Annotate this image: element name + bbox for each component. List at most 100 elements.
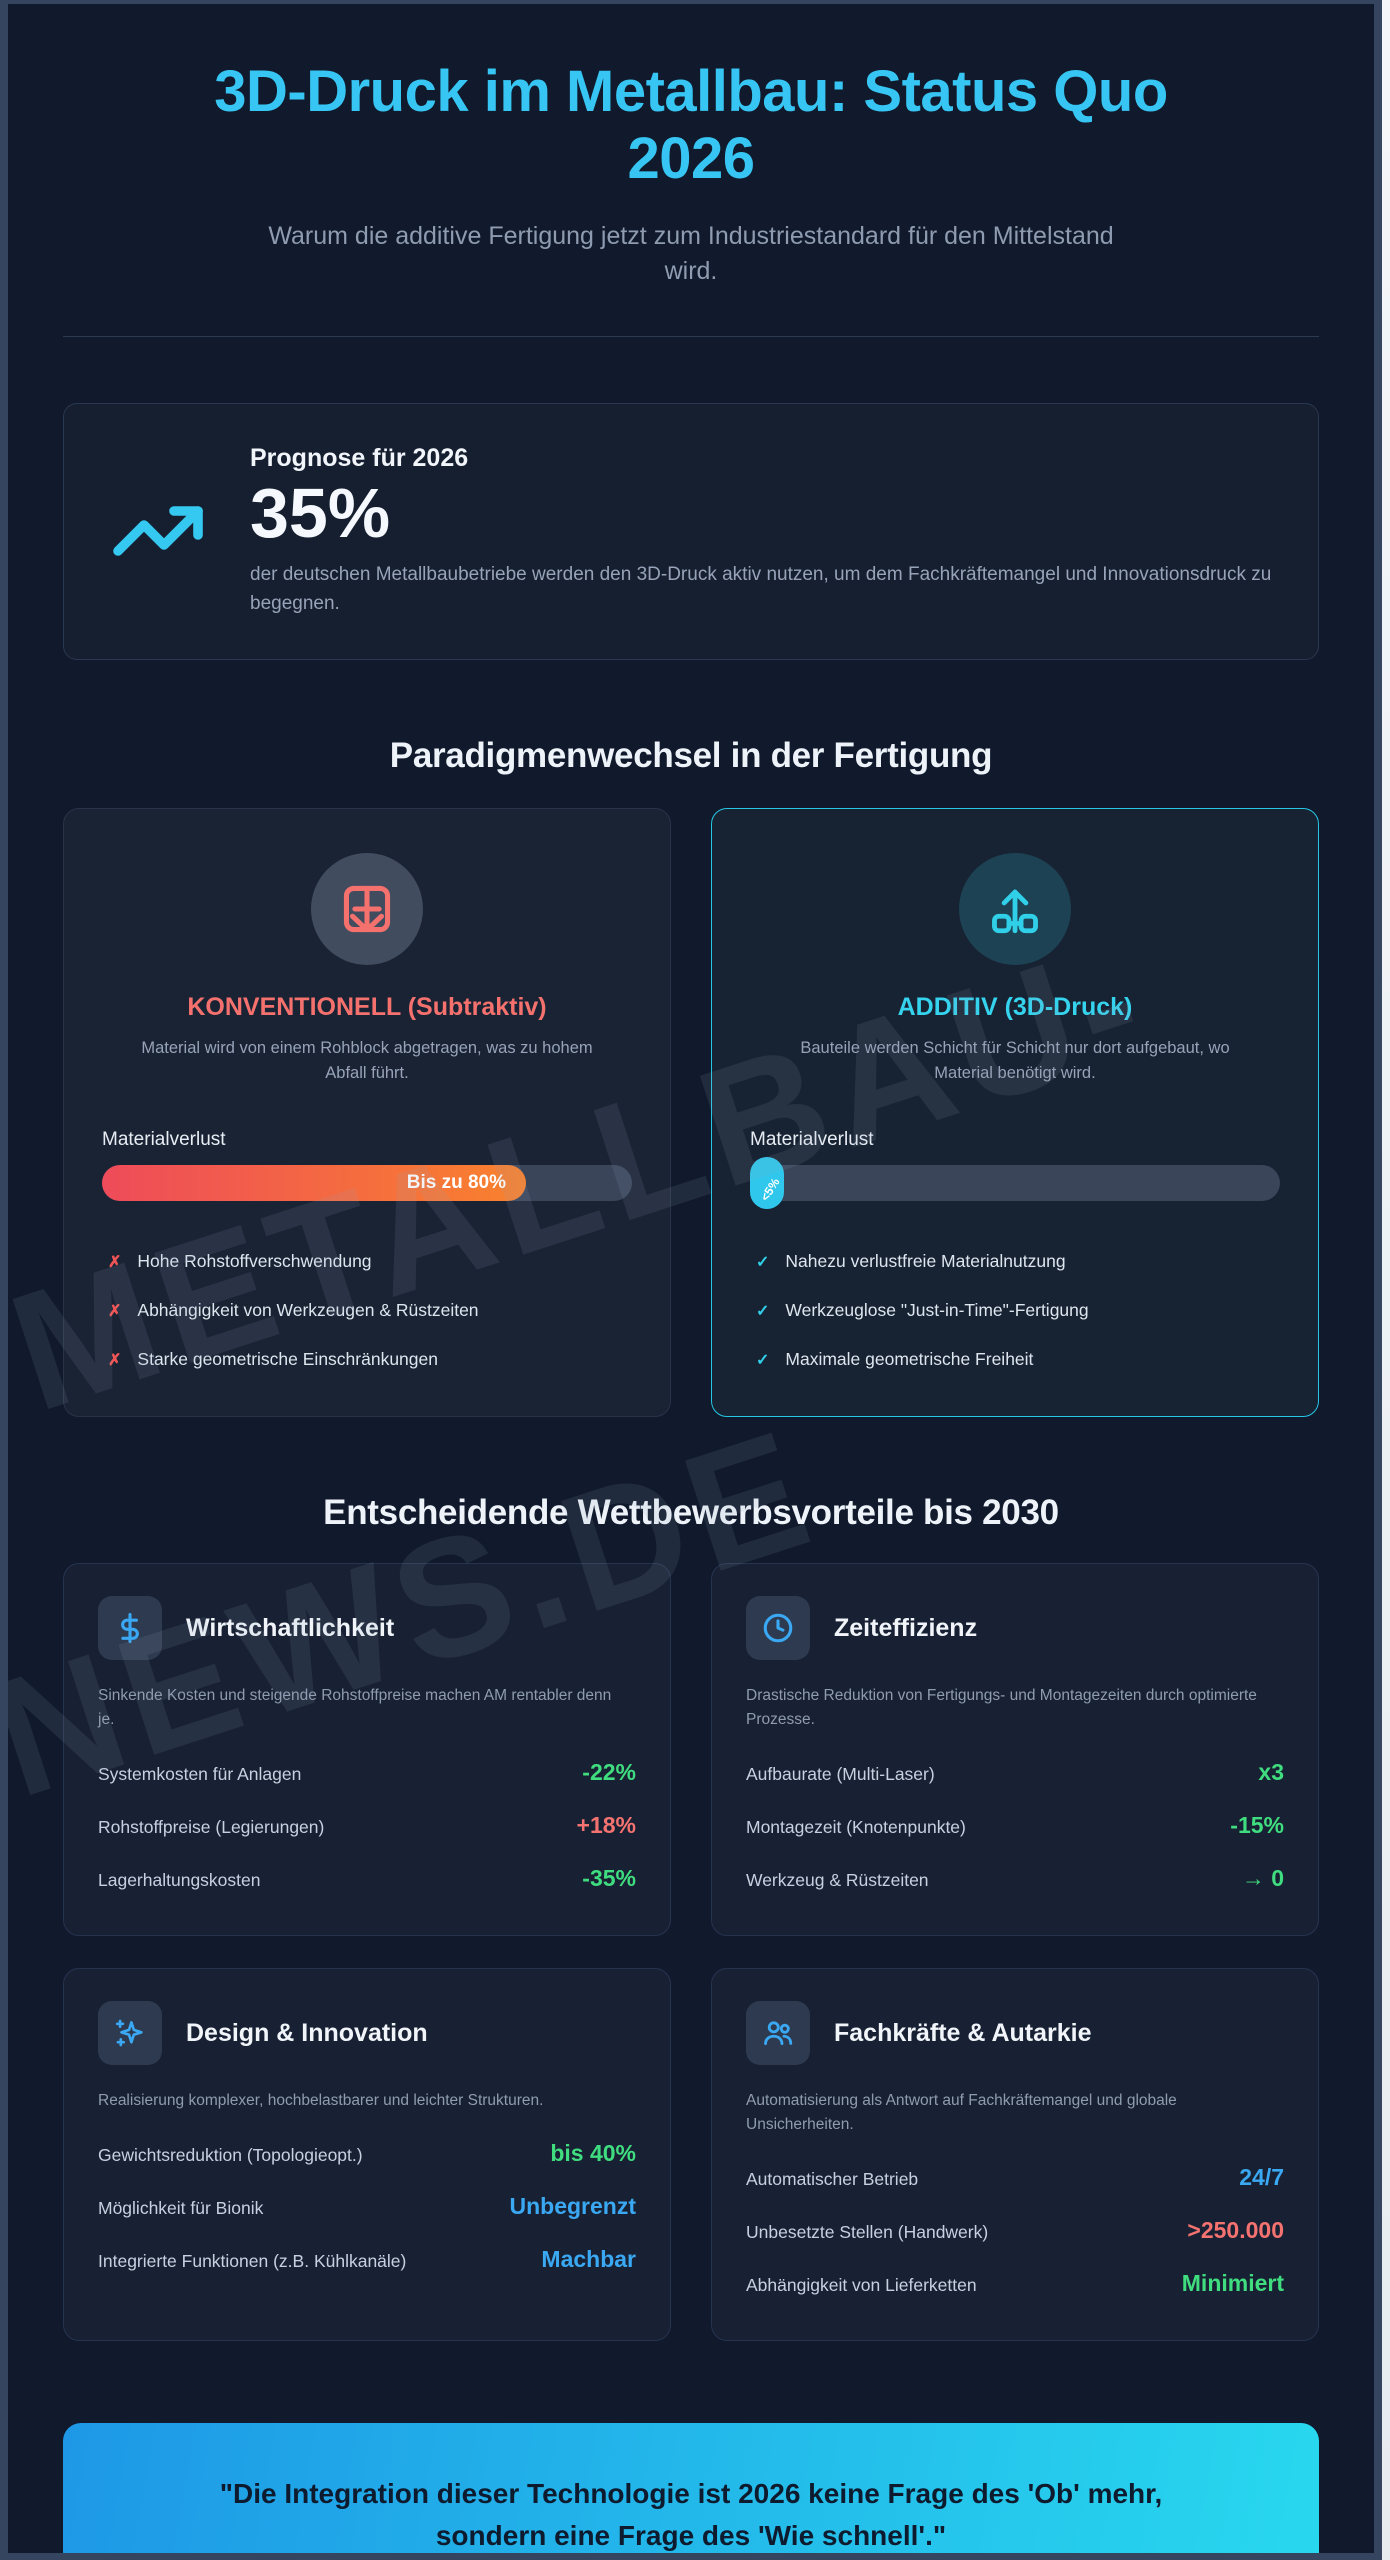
stat-value: Minimiert xyxy=(1181,2270,1284,2297)
conventional-bar-fill: Bis zu 80% xyxy=(102,1165,526,1202)
cross-icon: ✗ xyxy=(108,1254,122,1272)
conventional-description: Material wird von einem Rohblock abgetra… xyxy=(141,1038,593,1082)
stat-label: Möglichkeit für Bionik xyxy=(98,2198,264,2219)
card-title: Fachkräfte & Autarkie xyxy=(834,2018,1092,2047)
check-icon: ✓ xyxy=(756,1352,770,1370)
conventional-bar-value: Bis zu 80% xyxy=(406,1172,506,1194)
list-item: ✗ Hohe Rohstoffverschwendung xyxy=(108,1251,626,1272)
printer-nodes-icon xyxy=(959,852,1071,965)
scrollbar[interactable] xyxy=(1382,0,1390,2560)
additive-title: ADDITIV (3D-Druck) xyxy=(897,992,1133,1021)
stat-value: Unbegrenzt xyxy=(509,2193,637,2220)
dollar-icon xyxy=(98,1596,162,1661)
stat-row: Lagerhaltungskosten -35% xyxy=(98,1852,636,1905)
stat-row: Integrierte Funktionen (z.B. Kühlkanäle)… xyxy=(98,2233,636,2286)
stat-row: Unbesetzte Stellen (Handwerk) >250.000 xyxy=(746,2204,1284,2257)
additive-card: ADDITIV (3D-Druck) Bauteile werden Schic… xyxy=(711,807,1319,1418)
stat-value: -35% xyxy=(582,1865,636,1892)
conventional-card: KONVENTIONELL (Subtraktiv) Material wird… xyxy=(63,807,671,1418)
card-rows: Systemkosten für Anlagen -22% Rohstoffpr… xyxy=(98,1746,636,1905)
stat-row: Rohstoffpreise (Legierungen) +18% xyxy=(98,1799,636,1852)
conventional-bar-track: Bis zu 80% xyxy=(102,1165,632,1202)
stat-label: Montagezeit (Knotenpunkte) xyxy=(746,1817,966,1838)
point-text: Starke geometrische Einschränkungen xyxy=(137,1349,438,1370)
prognosis-value: 35% xyxy=(250,473,391,552)
card-header: Zeiteffizienz xyxy=(746,1596,1284,1661)
users-icon xyxy=(746,2001,810,2066)
prognosis-card: Prognose für 2026 35% der deutschen Meta… xyxy=(63,402,1319,660)
page-title: 3D-Druck im Metallbau: Status Quo 2026 xyxy=(214,59,1168,192)
card-rows: Automatischer Betrieb 24/7 Unbesetzte St… xyxy=(746,2151,1284,2310)
card-title: Design & Innovation xyxy=(186,2018,428,2047)
stat-label: Automatischer Betrieb xyxy=(746,2169,919,2190)
card-header: Fachkräfte & Autarkie xyxy=(746,2001,1284,2066)
list-item: ✗ Starke geometrische Einschränkungen xyxy=(108,1349,626,1370)
additive-bar-label: Materialverlust xyxy=(750,1129,874,1151)
benefit-card-fachkraefte-autarkie: Fachkräfte & Autarkie Automatisierung al… xyxy=(711,1968,1319,2342)
conventional-bar-label: Materialverlust xyxy=(102,1129,226,1151)
additive-points: ✓ Nahezu verlustfreie Materialnutzung ✓ … xyxy=(750,1251,1280,1370)
stat-row: Gewichtsreduktion (Topologieopt.) bis 40… xyxy=(98,2127,636,2180)
paradigm-cards: KONVENTIONELL (Subtraktiv) Material wird… xyxy=(63,807,1319,1418)
stat-row: Montagezeit (Knotenpunkte) -15% xyxy=(746,1799,1284,1852)
quote-banner: "Die Integration dieser Technologie ist … xyxy=(63,2423,1319,2553)
clock-icon xyxy=(746,1596,810,1661)
stat-label: Unbesetzte Stellen (Handwerk) xyxy=(746,2222,989,2243)
page-subtitle: Warum die additive Fertigung jetzt zum I… xyxy=(268,221,1114,286)
card-description: Drastische Reduktion von Fertigungs- und… xyxy=(746,1687,1257,1729)
additive-bar-track: <5% xyxy=(750,1157,1280,1210)
check-icon: ✓ xyxy=(756,1254,770,1272)
benefits-cards: Wirtschaftlichkeit Sinkende Kosten und s… xyxy=(63,1563,1319,2342)
stat-row: Abhängigkeit von Lieferketten Minimiert xyxy=(746,2257,1284,2310)
card-header: Wirtschaftlichkeit xyxy=(98,1596,636,1661)
list-item: ✓ Nahezu verlustfreie Materialnutzung xyxy=(756,1251,1274,1272)
stat-value: +18% xyxy=(576,1812,636,1839)
prognosis-description: der deutschen Metallbaubetriebe werden d… xyxy=(250,564,1272,615)
prognosis-body: Prognose für 2026 35% der deutschen Meta… xyxy=(250,444,1272,619)
card-rows: Gewichtsreduktion (Topologieopt.) bis 40… xyxy=(98,2127,636,2286)
card-description: Automatisierung als Antwort auf Fachkräf… xyxy=(746,2092,1177,2134)
conventional-title: KONVENTIONELL (Subtraktiv) xyxy=(187,992,547,1021)
stat-value: -22% xyxy=(582,1759,636,1786)
stat-row: Werkzeug & Rüstzeiten → 0 xyxy=(746,1852,1284,1905)
card-header: Design & Innovation xyxy=(98,2001,636,2066)
point-text: Werkzeuglose "Just-in-Time"-Fertigung xyxy=(785,1300,1089,1321)
stat-label: Integrierte Funktionen (z.B. Kühlkanäle) xyxy=(98,2251,407,2272)
stat-label: Aufbaurate (Multi-Laser) xyxy=(746,1764,935,1785)
quote-text: "Die Integration dieser Technologie ist … xyxy=(219,2478,1163,2552)
point-text: Abhängigkeit von Werkzeugen & Rüstzeiten xyxy=(137,1300,479,1321)
stat-row: Systemkosten für Anlagen -22% xyxy=(98,1746,636,1799)
point-text: Nahezu verlustfreie Materialnutzung xyxy=(785,1251,1066,1272)
prognosis-label: Prognose für 2026 xyxy=(250,443,469,472)
cross-icon: ✗ xyxy=(108,1352,122,1370)
list-item: ✓ Maximale geometrische Freiheit xyxy=(756,1349,1274,1370)
conventional-points: ✗ Hohe Rohstoffverschwendung ✗ Abhängigk… xyxy=(102,1251,632,1370)
paradigm-heading: Paradigmenwechsel in der Fertigung xyxy=(389,735,993,775)
stat-label: Gewichtsreduktion (Topologieopt.) xyxy=(98,2145,363,2166)
stat-value: bis 40% xyxy=(550,2140,636,2167)
additive-bar-fill: <5% xyxy=(750,1157,784,1210)
stat-label: Systemkosten für Anlagen xyxy=(98,1764,302,1785)
benefit-card-wirtschaftlichkeit: Wirtschaftlichkeit Sinkende Kosten und s… xyxy=(63,1563,671,1937)
stat-row: Möglichkeit für Bionik Unbegrenzt xyxy=(98,2180,636,2233)
point-text: Maximale geometrische Freiheit xyxy=(785,1349,1034,1370)
additive-description: Bauteile werden Schicht für Schicht nur … xyxy=(800,1038,1230,1082)
stat-row: Aufbaurate (Multi-Laser) x3 xyxy=(746,1746,1284,1799)
stat-value: → 0 xyxy=(1241,1865,1284,1892)
list-item: ✗ Abhängigkeit von Werkzeugen & Rüstzeit… xyxy=(108,1300,626,1321)
benefit-card-zeiteffizienz: Zeiteffizienz Drastische Reduktion von F… xyxy=(711,1563,1319,1937)
stat-value: >250.000 xyxy=(1187,2217,1284,2244)
stat-value: 24/7 xyxy=(1239,2164,1284,2191)
stat-label: Rohstoffpreise (Legierungen) xyxy=(98,1817,325,1838)
benefits-heading: Entscheidende Wettbewerbsvorteile bis 20… xyxy=(323,1493,1059,1533)
card-rows: Aufbaurate (Multi-Laser) x3 Montagezeit … xyxy=(746,1746,1284,1905)
stat-label: Abhängigkeit von Lieferketten xyxy=(746,2275,977,2296)
sparkles-icon xyxy=(98,2001,162,2066)
stat-value: x3 xyxy=(1258,1759,1284,1786)
list-item: ✓ Werkzeuglose "Just-in-Time"-Fertigung xyxy=(756,1300,1274,1321)
card-description: Realisierung komplexer, hochbelastbarer … xyxy=(98,2092,544,2110)
check-icon: ✓ xyxy=(756,1303,770,1321)
stat-label: Lagerhaltungskosten xyxy=(98,1870,261,1891)
